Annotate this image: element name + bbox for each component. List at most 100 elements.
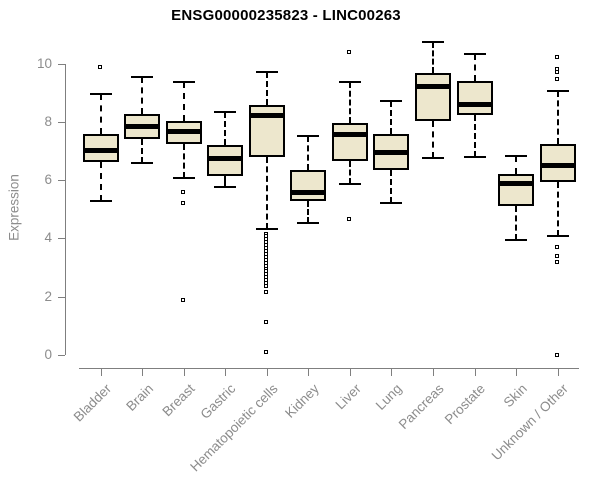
whisker-cap-high: [172, 80, 195, 83]
x-category-label: Unknown / Other: [489, 381, 572, 464]
y-axis-tick-label: 4: [44, 230, 52, 246]
outlier-point: [98, 65, 102, 70]
whisker-upper: [556, 90, 559, 144]
whisker-cap-high: [214, 111, 237, 114]
outlier-point: [181, 297, 186, 302]
whisker-lower: [224, 176, 227, 188]
outlier-point: [181, 190, 186, 195]
median-line: [124, 124, 161, 130]
whisker-cap-low: [131, 161, 154, 164]
median-line: [248, 112, 285, 118]
whisker-cap-high: [131, 76, 154, 79]
whisker-upper: [99, 94, 102, 134]
median-line: [498, 181, 535, 187]
whisker-cap-high: [380, 100, 403, 103]
y-axis-tick-label: 8: [44, 113, 52, 129]
outlier-point: [555, 253, 560, 258]
whisker-upper: [390, 101, 393, 134]
x-category-label: Pancreas: [395, 381, 447, 432]
outlier-point: [181, 201, 186, 206]
outlier-point: [264, 319, 269, 324]
whisker-lower: [556, 182, 559, 237]
whisker-lower: [307, 201, 310, 223]
median-line: [207, 156, 244, 162]
x-axis-tick: [225, 369, 227, 376]
whisker-cap-low: [505, 238, 528, 241]
boxplot-box: [82, 133, 119, 162]
x-axis-tick: [183, 369, 185, 376]
x-category-label: Prostate: [442, 381, 489, 428]
x-axis-tick: [100, 369, 102, 376]
median-line: [165, 129, 202, 135]
whisker-cap-low: [463, 156, 486, 159]
x-category-label: Bladder: [70, 381, 115, 425]
x-axis-tick: [349, 369, 351, 376]
whisker-upper: [432, 42, 435, 73]
boxplot-box: [290, 170, 327, 202]
boxplot-box: [331, 122, 368, 161]
whisker-lower: [432, 120, 435, 158]
whisker-lower: [99, 161, 102, 202]
median-line: [290, 190, 327, 196]
y-axis-tick: [58, 238, 65, 240]
whisker-cap-low: [255, 228, 278, 231]
boxplot-box: [539, 143, 576, 183]
x-axis-tick: [557, 369, 559, 376]
outlier-point: [555, 54, 560, 59]
y-axis-tick: [58, 296, 65, 298]
whisker-upper: [141, 77, 144, 114]
whisker-cap-low: [338, 182, 361, 185]
whisker-lower: [265, 157, 268, 230]
outlier-point: [347, 216, 352, 221]
whisker-cap-low: [297, 221, 320, 224]
x-axis-tick: [266, 369, 268, 376]
x-category-label: Kidney: [282, 381, 322, 421]
whisker-upper: [515, 155, 518, 174]
x-category-label: Skin: [500, 381, 530, 411]
whisker-cap-high: [505, 154, 528, 157]
chart-title: ENSG00000235823 - LINC00263: [171, 7, 401, 24]
whisker-lower: [182, 143, 185, 178]
whisker-cap-low: [546, 235, 569, 238]
whisker-upper: [265, 72, 268, 106]
whisker-cap-high: [422, 41, 445, 44]
y-axis-tick-label: 2: [44, 288, 52, 304]
median-line: [539, 163, 576, 169]
outlier-point: [264, 283, 269, 288]
outlier-point: [555, 245, 560, 250]
whisker-cap-low: [380, 201, 403, 204]
x-category-label: Liver: [332, 381, 364, 413]
y-axis-tick: [58, 355, 65, 356]
whisker-cap-high: [255, 71, 278, 74]
x-category-label: Lung: [373, 381, 406, 413]
outlier-point: [264, 350, 269, 355]
boxplot-box: [456, 81, 493, 116]
x-axis-tick: [142, 369, 144, 376]
whisker-upper: [307, 135, 310, 171]
outlier-point: [555, 77, 560, 82]
median-line: [331, 132, 368, 138]
whisker-cap-low: [89, 200, 112, 203]
y-axis-tick: [58, 180, 65, 182]
x-axis-tick: [308, 369, 310, 376]
whisker-lower: [473, 115, 476, 158]
y-axis-tick-label: 10: [36, 55, 52, 71]
x-axis-tick: [391, 369, 393, 376]
x-category-label: Gastric: [197, 381, 239, 422]
boxplot-box: [498, 173, 535, 207]
boxplot-box: [415, 72, 452, 121]
outlier-point: [555, 352, 560, 357]
whisker-lower: [141, 138, 144, 163]
median-line: [456, 102, 493, 108]
whisker-cap-high: [297, 134, 320, 137]
x-axis-tick: [474, 369, 476, 376]
whisker-cap-low: [214, 186, 237, 189]
outlier-point: [347, 50, 352, 55]
median-line: [415, 83, 452, 89]
y-axis-tick-label: 0: [44, 347, 52, 362]
x-category-label: Brain: [122, 381, 156, 414]
whisker-cap-high: [89, 93, 112, 96]
whisker-upper: [473, 54, 476, 82]
whisker-upper: [348, 82, 351, 123]
